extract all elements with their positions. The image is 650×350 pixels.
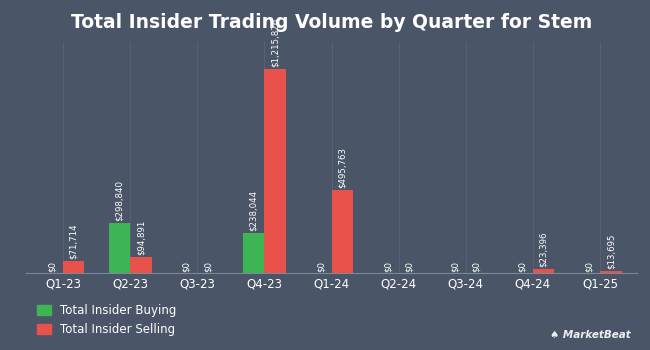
Bar [63, 261, 84, 273]
Text: $238,044: $238,044 [249, 190, 258, 231]
Bar [130, 257, 151, 273]
Text: $0: $0 [47, 261, 57, 272]
Bar [265, 70, 286, 273]
Legend: Total Insider Buying, Total Insider Selling: Total Insider Buying, Total Insider Sell… [32, 299, 181, 341]
Text: $13,695: $13,695 [606, 233, 616, 269]
Title: Total Insider Trading Volume by Quarter for Stem: Total Insider Trading Volume by Quarter … [71, 13, 592, 32]
Bar [600, 271, 621, 273]
Text: $0: $0 [317, 261, 325, 272]
Text: $1,215,826: $1,215,826 [270, 18, 280, 68]
Text: $0: $0 [450, 261, 460, 272]
Text: $0: $0 [405, 261, 414, 272]
Text: ♠ MarketBeat: ♠ MarketBeat [550, 329, 630, 340]
Text: $298,840: $298,840 [115, 180, 124, 221]
Text: $0: $0 [585, 261, 594, 272]
Text: $0: $0 [517, 261, 526, 272]
Text: $495,763: $495,763 [338, 147, 346, 188]
Bar [533, 269, 554, 273]
Bar [109, 223, 130, 273]
Bar [332, 190, 353, 273]
Text: $71,714: $71,714 [69, 223, 78, 259]
Bar [243, 233, 265, 273]
Text: $0: $0 [384, 261, 393, 272]
Text: $0: $0 [203, 261, 213, 272]
Text: $0: $0 [182, 261, 191, 272]
Text: $23,396: $23,396 [539, 232, 548, 267]
Text: $94,891: $94,891 [136, 220, 146, 255]
Text: $0: $0 [472, 261, 481, 272]
